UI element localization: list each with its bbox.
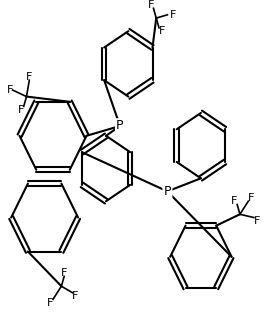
Text: F: F (248, 193, 254, 203)
Text: F: F (254, 216, 260, 226)
Text: F: F (159, 26, 165, 36)
Text: F: F (7, 85, 13, 95)
Text: F: F (231, 196, 237, 206)
Text: F: F (170, 10, 176, 20)
Text: P: P (116, 120, 124, 132)
Text: P: P (164, 185, 171, 198)
Text: F: F (61, 268, 67, 278)
Text: F: F (148, 0, 154, 10)
Text: F: F (18, 105, 24, 115)
Text: F: F (72, 291, 78, 301)
Text: F: F (47, 297, 53, 307)
Text: F: F (26, 72, 32, 82)
